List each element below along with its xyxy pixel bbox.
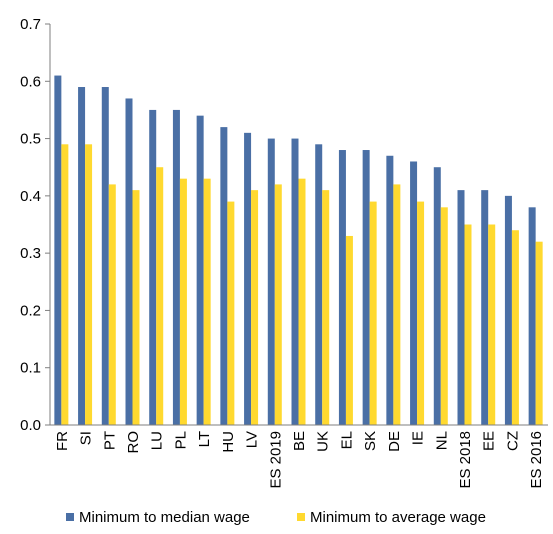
bar-average-ie xyxy=(417,201,425,425)
x-tick-label: PT xyxy=(101,431,118,450)
y-tick-label: 0.1 xyxy=(20,360,41,377)
bar-median-es-2019 xyxy=(267,138,275,426)
bar-average-lu xyxy=(156,167,164,425)
bar-median-cz xyxy=(504,195,512,425)
x-tick-label: EE xyxy=(481,431,498,451)
bar-median-nl xyxy=(433,167,441,425)
bar-median-de xyxy=(386,155,394,425)
bar-average-es-2018 xyxy=(464,224,472,425)
legend-label-median: Minimum to median wage xyxy=(79,509,250,526)
bar-median-uk xyxy=(315,144,323,426)
bar-average-si xyxy=(85,144,93,426)
x-tick-label: ES 2016 xyxy=(528,431,545,489)
bar-average-el xyxy=(345,235,353,425)
y-tick-label: 0.0 xyxy=(20,417,41,434)
legend-swatch-median xyxy=(66,513,74,521)
bar-average-ro xyxy=(132,190,140,425)
x-tick-label: ES 2018 xyxy=(457,431,474,489)
bar-average-hu xyxy=(227,201,235,425)
bar-average-pl xyxy=(179,178,187,425)
bar-median-ee xyxy=(481,190,489,425)
x-tick-label: SI xyxy=(78,431,95,445)
bar-average-nl xyxy=(440,207,448,425)
bar-average-ee xyxy=(488,224,496,425)
bar-median-fr xyxy=(54,75,62,426)
bar-median-sk xyxy=(362,150,370,425)
bar-average-es-2016 xyxy=(535,241,543,425)
x-tick-label: CZ xyxy=(504,431,521,451)
x-tick-label: LT xyxy=(196,431,213,447)
bar-average-pt xyxy=(108,184,116,425)
bar-median-be xyxy=(291,138,299,426)
x-tick-label: BE xyxy=(291,431,308,451)
x-tick-label: IE xyxy=(410,431,427,445)
bar-median-es-2018 xyxy=(457,190,465,425)
y-tick-label: 0.7 xyxy=(20,16,41,33)
bar-average-de xyxy=(393,184,401,425)
y-tick-label: 0.6 xyxy=(20,73,41,90)
bar-average-lt xyxy=(203,178,211,425)
bar-average-es-2019 xyxy=(274,184,282,425)
bar-median-pl xyxy=(172,109,180,425)
bar-median-es-2016 xyxy=(528,207,536,425)
bar-average-fr xyxy=(61,144,69,426)
y-tick-label: 0.4 xyxy=(20,188,41,205)
x-tick-label: UK xyxy=(315,431,332,452)
x-tick-label: LU xyxy=(149,431,166,450)
bar-average-lv xyxy=(251,190,259,425)
legend-swatch-average xyxy=(297,513,305,521)
x-axis: FR SI PT RO LU PL LT HU LV ES 2019 BE UK EL SK DE IE NL E… xyxy=(50,424,548,489)
legend-label-average: Minimum to average wage xyxy=(310,509,486,526)
x-tick-label: NL xyxy=(433,431,450,450)
x-tick-label: SK xyxy=(362,431,379,451)
x-tick-label: FR xyxy=(54,431,71,451)
x-tick-label: RO xyxy=(125,431,142,454)
y-tick-label: 0.3 xyxy=(20,245,41,262)
bars xyxy=(54,75,543,426)
x-tick-label: EL xyxy=(338,431,355,449)
bar-median-lu xyxy=(149,109,157,425)
legend: Minimum to median wage Minimum to average… xyxy=(66,509,486,526)
bar-median-ie xyxy=(410,161,418,425)
x-tick-label: PL xyxy=(172,431,189,449)
bar-median-hu xyxy=(220,127,228,425)
bar-median-ro xyxy=(125,98,133,425)
bar-median-lv xyxy=(244,132,252,426)
x-tick-label: ES 2019 xyxy=(267,431,284,489)
y-tick-label: 0.5 xyxy=(20,131,41,148)
bar-average-uk xyxy=(322,190,330,425)
x-tick-label: DE xyxy=(386,431,403,452)
bar-median-si xyxy=(78,87,86,425)
bar-median-lt xyxy=(196,115,204,426)
bar-average-cz xyxy=(511,230,519,425)
y-axis: 0.0 0.1 0.2 0.3 0.4 0.5 0.6 0.7 xyxy=(20,16,51,434)
x-tick-label: LV xyxy=(244,431,261,448)
y-tick-label: 0.2 xyxy=(20,302,41,319)
x-tick-label: HU xyxy=(220,431,237,453)
bar-average-be xyxy=(298,178,306,425)
bar-median-pt xyxy=(101,87,109,425)
bar-median-el xyxy=(338,150,346,425)
bar-average-sk xyxy=(369,201,377,425)
